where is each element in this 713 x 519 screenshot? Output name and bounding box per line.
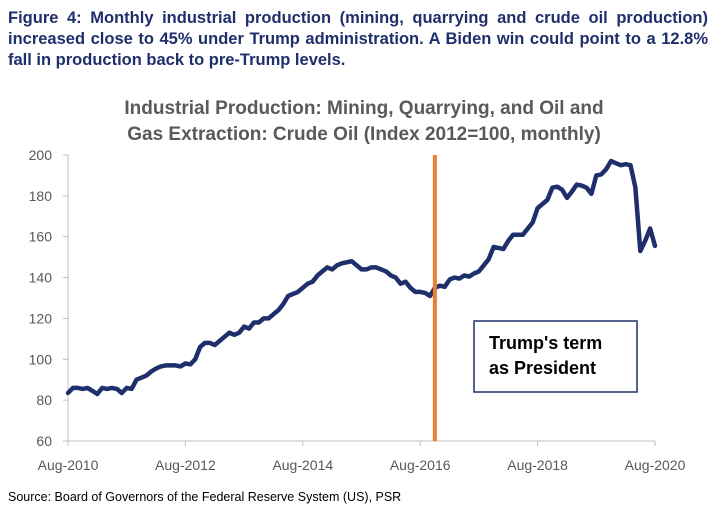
- source-note: Source: Board of Governors of the Federa…: [8, 490, 402, 504]
- y-tick-label: 100: [29, 351, 53, 367]
- chart-title-line2: Gas Extraction: Crude Oil (Index 2012=10…: [127, 124, 601, 145]
- annotation-rect: [473, 320, 638, 393]
- chart-axes: 60 80 100 120 140 160 180 200 Aug-2010 Aug-2012 Au…: [29, 147, 686, 473]
- figure-caption: Figure 4: Monthly industrial production …: [8, 9, 708, 69]
- chart-title-line1: Industrial Production: Mining, Quarrying…: [124, 98, 603, 119]
- y-tick-label: 120: [29, 310, 53, 326]
- plot-area: [65, 155, 658, 441]
- y-tick-label: 80: [36, 392, 52, 408]
- x-tick-label: Aug-2018: [507, 457, 568, 473]
- x-tick-label: Aug-2012: [155, 457, 216, 473]
- x-tick-label: Aug-2014: [272, 457, 333, 473]
- x-tick-label: Aug-2016: [390, 457, 451, 473]
- y-tick-label: 180: [29, 188, 53, 204]
- x-tick-label: Aug-2010: [38, 457, 99, 473]
- annotation-line2: as President: [489, 358, 596, 378]
- annotation-box: Trump's term as President: [473, 320, 638, 393]
- x-tick-label: Aug-2020: [625, 457, 686, 473]
- y-tick-label: 60: [36, 433, 52, 449]
- y-tick-label: 140: [29, 270, 53, 286]
- series-line: [65, 158, 658, 397]
- y-tick-label: 200: [29, 147, 53, 163]
- y-tick-label: 160: [29, 229, 53, 245]
- annotation-line1: Trump's term: [489, 333, 602, 353]
